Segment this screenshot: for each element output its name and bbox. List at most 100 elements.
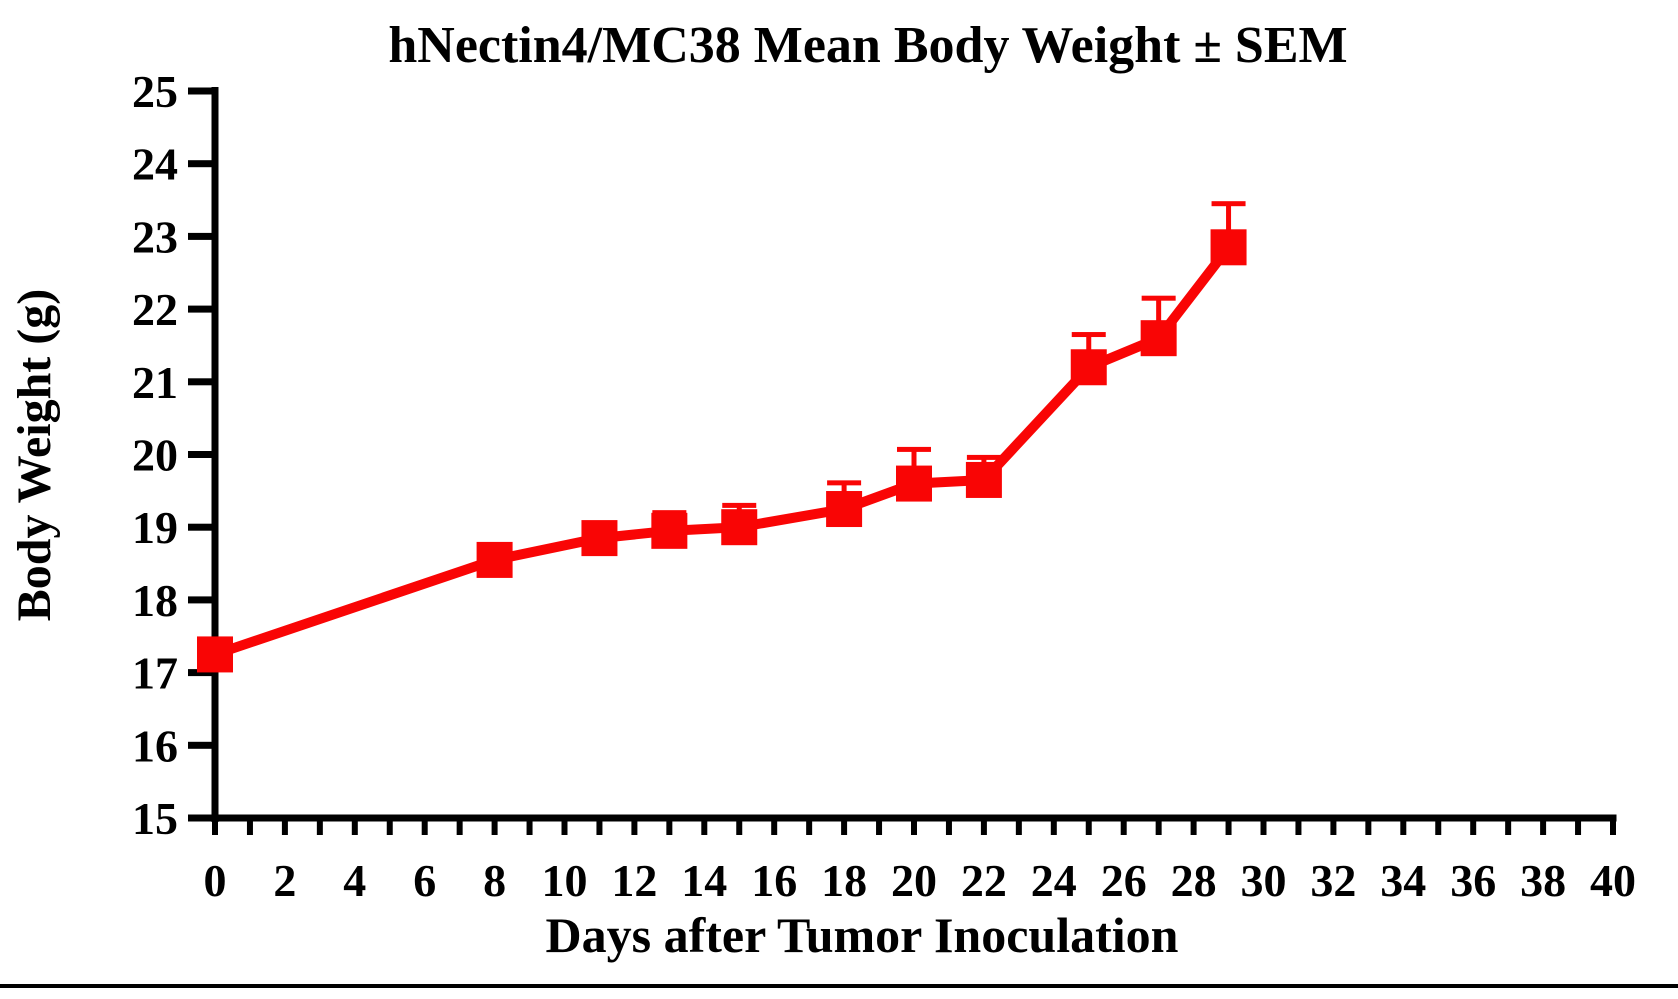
x-tick	[1610, 818, 1616, 835]
chart-title: hNectin4/MC38 Mean Body Weight ± SEM	[388, 17, 1347, 74]
x-tick	[526, 818, 533, 835]
x-tick-label: 26	[1101, 855, 1147, 906]
x-tick-label: 38	[1520, 855, 1566, 906]
error-bar	[1141, 295, 1176, 339]
x-tick-label: 28	[1171, 855, 1217, 906]
x-tick-label: 36	[1450, 855, 1496, 906]
x-tick-label: 22	[961, 855, 1007, 906]
x-tick-label: 4	[343, 855, 366, 906]
x-tick	[386, 818, 393, 835]
y-tick	[188, 523, 212, 531]
x-tick-label: 14	[681, 855, 727, 906]
data-point-marker	[1210, 229, 1247, 266]
data-point-marker	[721, 509, 758, 546]
x-tick-label: 24	[1031, 855, 1077, 906]
y-tick-label: 15	[132, 793, 178, 844]
y-tick-label: 25	[132, 66, 178, 117]
x-tick	[1435, 818, 1442, 835]
error-bar-cap	[897, 446, 931, 452]
x-tick-label: 8	[483, 855, 506, 906]
y-tick-label: 23	[132, 211, 178, 262]
x-tick-label: 20	[891, 855, 937, 906]
x-tick-label: 6	[413, 855, 436, 906]
error-bar-cap	[722, 502, 757, 508]
x-tick	[876, 818, 883, 835]
y-tick-label: 17	[132, 648, 178, 699]
x-tick	[1295, 818, 1302, 835]
data-series	[197, 201, 1247, 673]
x-tick-label: 40	[1590, 855, 1636, 906]
y-tick-label: 16	[132, 720, 178, 771]
error-bar-cap	[1071, 332, 1106, 338]
error-bar	[1211, 201, 1246, 248]
x-tick	[1505, 818, 1512, 835]
x-tick	[1085, 818, 1092, 835]
y-tick	[188, 669, 212, 677]
y-tick	[188, 305, 212, 313]
y-tick-label: 21	[132, 357, 178, 408]
x-tick	[841, 818, 848, 835]
x-tick	[421, 818, 428, 835]
x-tick-label: 32	[1310, 855, 1356, 906]
x-tick	[666, 818, 673, 835]
x-tick	[316, 818, 323, 835]
x-tick	[1330, 818, 1337, 835]
y-axis-spine	[211, 87, 219, 822]
y-tick	[188, 232, 212, 240]
y-tick	[188, 596, 212, 604]
y-tick-label: 18	[132, 575, 178, 626]
x-tick	[246, 818, 253, 835]
error-bar-cap	[1141, 295, 1176, 301]
y-tick	[188, 814, 212, 822]
y-tick	[188, 378, 212, 386]
data-point-marker	[1140, 320, 1177, 357]
x-tick	[491, 818, 498, 835]
page-bottom-rule	[0, 984, 1678, 988]
y-tick-label: 20	[132, 430, 178, 481]
x-tick	[911, 818, 917, 835]
data-point-marker	[965, 461, 1002, 498]
y-tick-label: 22	[132, 284, 178, 335]
x-tick-label: 12	[611, 855, 657, 906]
data-point-marker	[651, 512, 688, 549]
data-point-marker	[1070, 349, 1107, 386]
x-tick	[736, 818, 743, 835]
x-tick	[596, 818, 603, 835]
x-tick-label: 2	[273, 855, 296, 906]
y-tick	[188, 160, 212, 168]
x-tick	[771, 818, 778, 835]
x-tick-label: 10	[542, 855, 588, 906]
error-bar-stem	[1156, 298, 1162, 339]
data-point-marker	[197, 636, 233, 673]
x-tick-label: 16	[751, 855, 797, 906]
error-bar-cap	[966, 454, 1001, 460]
x-tick	[1120, 818, 1127, 835]
y-tick	[188, 741, 212, 749]
series-line	[213, 244, 1233, 660]
y-tick-label: 19	[132, 502, 178, 553]
error-bar-cap	[1211, 201, 1246, 207]
x-tick	[1190, 818, 1197, 835]
x-axis-label: Days after Tumor Inoculation	[546, 907, 1179, 963]
x-tick	[1155, 818, 1162, 835]
x-tick	[631, 818, 638, 835]
x-tick	[351, 818, 358, 835]
y-tick	[188, 87, 212, 95]
y-axis-label: Body Weight (g)	[8, 289, 61, 621]
x-tick-label: 30	[1241, 855, 1287, 906]
x-tick	[1015, 818, 1022, 835]
x-tick	[561, 818, 568, 835]
x-tick	[980, 818, 987, 835]
y-tick	[188, 451, 212, 458]
x-tick	[1225, 818, 1232, 835]
error-bar-stem	[1226, 203, 1232, 248]
x-tick	[1400, 818, 1407, 835]
x-tick	[1540, 818, 1547, 835]
error-bar-cap	[652, 510, 687, 516]
x-tick	[701, 818, 708, 835]
data-point-marker	[476, 541, 513, 578]
x-tick	[281, 818, 288, 835]
x-tick	[806, 818, 813, 835]
